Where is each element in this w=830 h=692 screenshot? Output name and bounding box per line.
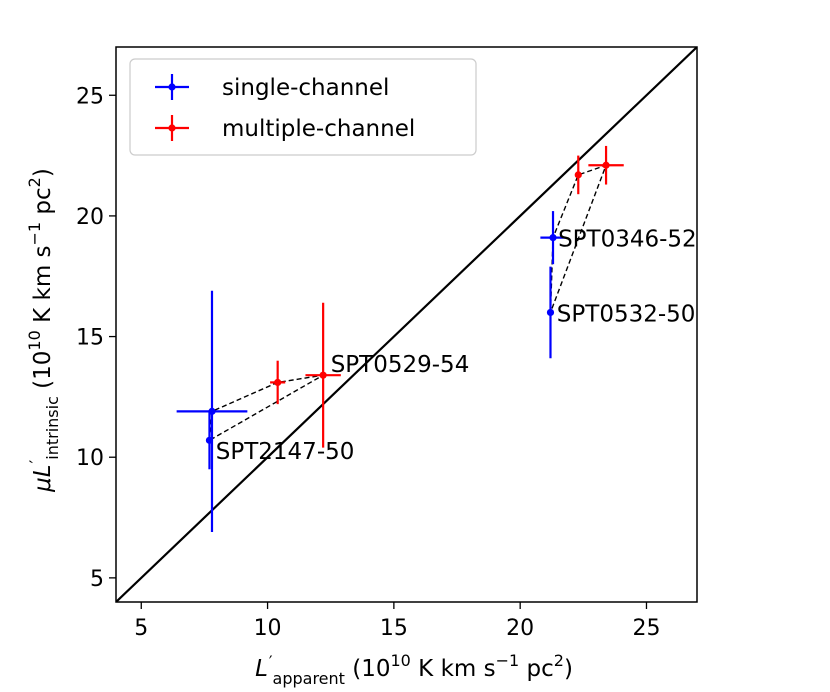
plot-frame [115, 46, 698, 603]
y-tick-label: 15 [76, 326, 104, 351]
data-point [305, 302, 341, 448]
legend-label: multiple-channel [222, 116, 415, 142]
legend-entry: single-channel [155, 74, 389, 101]
x-tick-label: 5 [134, 616, 148, 641]
x-tick-label: 15 [380, 616, 408, 641]
point-marker [546, 308, 555, 317]
data-point [205, 411, 214, 470]
point-marker [574, 171, 582, 179]
legend-box [129, 58, 477, 156]
data-point [176, 290, 248, 533]
point-annotation: SPT2147-50 [216, 439, 355, 465]
point-annotation: SPT0529-54 [331, 352, 470, 378]
x-axis-label: L′apparent (1010 K km s−1 pc2) [255, 651, 573, 688]
point-marker [274, 378, 282, 387]
legend-entry: multiple-channel [155, 115, 415, 142]
y-tick-label: 25 [76, 84, 104, 109]
data-point [574, 155, 582, 195]
y-tick-label: 5 [90, 567, 104, 592]
point-marker [549, 234, 557, 242]
data-point [588, 145, 624, 185]
x-tick-label: 20 [506, 616, 534, 641]
point-marker [602, 161, 610, 169]
point-marker [205, 436, 214, 444]
y-tick-label: 20 [76, 205, 104, 230]
y-axis-label: μL′intrinsic (1010 K km s−1 pc2) [25, 168, 62, 493]
connector-line [208, 374, 324, 441]
data-point [270, 360, 286, 405]
y-tick-label: 10 [76, 446, 104, 471]
x-tick-label: 10 [254, 616, 282, 641]
point-annotation: SPT0346-52 [558, 227, 697, 253]
legend-label: single-channel [222, 75, 389, 101]
data-point [540, 211, 566, 265]
point-annotation: SPT0532-50 [557, 301, 696, 327]
legend-marker-dot [168, 83, 176, 91]
x-tick-label: 25 [632, 616, 660, 641]
legend-marker-dot [168, 124, 176, 132]
data-point [546, 266, 555, 359]
point-marker [319, 371, 327, 379]
